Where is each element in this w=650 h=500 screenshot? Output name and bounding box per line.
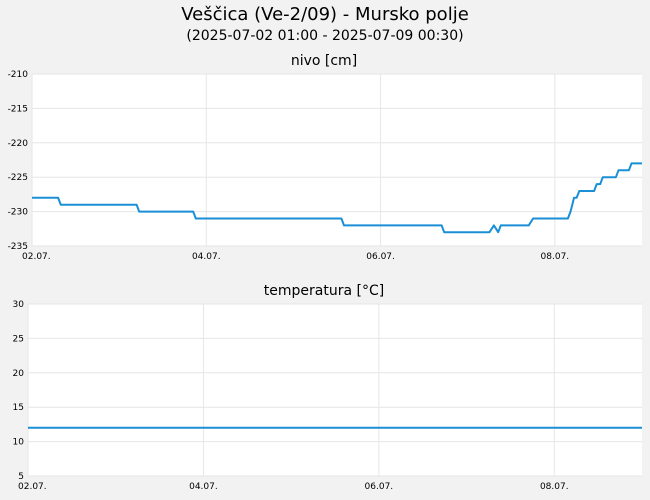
nivo-y-tick-label: -210 — [8, 70, 29, 80]
nivo-x-tick-label: 06.07. — [366, 252, 395, 262]
temperatura-x-tick-label: 04.07. — [189, 482, 218, 492]
temperatura-y-tick-label: 25 — [13, 334, 24, 344]
temperatura-x-tick-label: 08.07. — [540, 482, 569, 492]
temperatura-y-tick-label: 30 — [13, 300, 25, 310]
temperatura-y-tick-label: 15 — [13, 403, 24, 413]
page-title: Veščica (Ve-2/09) - Mursko polje — [181, 4, 469, 25]
nivo-x-tick-label: 02.07. — [22, 252, 51, 262]
temperatura-x-tick-label: 06.07. — [365, 482, 394, 492]
nivo-y-tick-label: -235 — [8, 242, 28, 252]
nivo-x-tick-label: 04.07. — [192, 252, 221, 262]
nivo-x-tick-label: 08.07. — [541, 252, 570, 262]
temperatura-y-tick-label: 5 — [18, 472, 24, 482]
temperatura-plot-area — [28, 304, 642, 476]
nivo-chart-title: nivo [cm] — [291, 53, 357, 69]
nivo-y-tick-label: -225 — [8, 173, 28, 183]
nivo-plot-area — [32, 74, 642, 246]
page-subtitle: (2025-07-02 01:00 - 2025-07-09 00:30) — [186, 28, 463, 44]
temperatura-y-tick-label: 20 — [13, 369, 25, 379]
temperatura-x-tick-label: 02.07. — [18, 482, 47, 492]
temperatura-chart: temperatura [°C] 30 25 20 15 10 502.07. 04.07.… — [13, 283, 642, 492]
temperatura-chart-title: temperatura [°C] — [264, 283, 384, 299]
temperatura-y-tick-label: 10 — [13, 438, 25, 448]
nivo-chart: nivo [cm] -210 -215 -220 -225 -230 -23502.07.… — [8, 53, 642, 262]
nivo-series-line — [32, 162, 642, 234]
nivo-y-tick-label: -230 — [8, 208, 29, 218]
nivo-y-tick-label: -220 — [8, 139, 29, 149]
nivo-y-tick-label: -215 — [8, 104, 28, 114]
